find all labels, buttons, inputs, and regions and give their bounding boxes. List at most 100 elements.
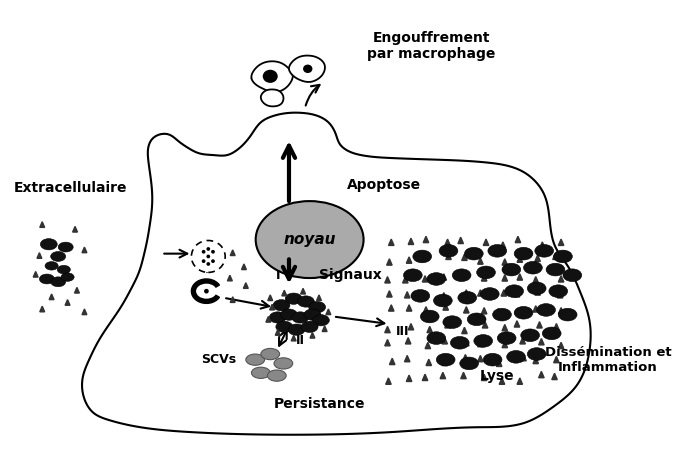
Polygon shape [441, 293, 447, 299]
Polygon shape [385, 326, 390, 333]
Polygon shape [461, 372, 466, 379]
Polygon shape [442, 337, 448, 344]
Ellipse shape [39, 274, 55, 284]
Ellipse shape [563, 269, 582, 281]
Polygon shape [386, 378, 391, 384]
Ellipse shape [404, 269, 422, 281]
Text: noyau: noyau [283, 232, 336, 247]
Polygon shape [446, 253, 451, 260]
Ellipse shape [303, 65, 313, 73]
Polygon shape [423, 276, 428, 282]
Polygon shape [65, 300, 70, 305]
Polygon shape [421, 255, 426, 261]
Polygon shape [517, 274, 522, 280]
Polygon shape [426, 359, 431, 365]
Polygon shape [481, 374, 487, 381]
Ellipse shape [464, 247, 483, 260]
Polygon shape [558, 343, 564, 349]
Polygon shape [495, 308, 501, 315]
Polygon shape [406, 257, 412, 263]
Ellipse shape [51, 277, 65, 287]
Ellipse shape [505, 285, 524, 297]
Ellipse shape [524, 261, 543, 274]
Ellipse shape [211, 250, 215, 254]
Polygon shape [478, 341, 483, 347]
Ellipse shape [534, 245, 553, 257]
Ellipse shape [211, 259, 215, 263]
Polygon shape [497, 360, 502, 366]
Ellipse shape [527, 348, 546, 360]
Polygon shape [535, 289, 541, 295]
Ellipse shape [558, 308, 577, 321]
Polygon shape [37, 253, 42, 258]
Ellipse shape [273, 300, 290, 311]
Polygon shape [517, 256, 522, 262]
Ellipse shape [246, 354, 265, 365]
Polygon shape [251, 62, 293, 92]
Ellipse shape [421, 310, 439, 323]
Polygon shape [553, 356, 559, 363]
Polygon shape [40, 222, 44, 227]
Polygon shape [462, 355, 468, 361]
Polygon shape [231, 250, 235, 255]
Ellipse shape [58, 242, 73, 252]
Ellipse shape [206, 262, 210, 266]
Text: II: II [296, 335, 305, 347]
Ellipse shape [274, 358, 293, 369]
Ellipse shape [450, 336, 469, 349]
Ellipse shape [553, 250, 572, 263]
Polygon shape [291, 335, 296, 341]
Polygon shape [75, 288, 80, 293]
Polygon shape [406, 305, 412, 311]
Ellipse shape [474, 335, 493, 347]
Ellipse shape [452, 269, 471, 281]
Ellipse shape [514, 247, 533, 260]
Polygon shape [461, 273, 466, 279]
Ellipse shape [301, 321, 318, 332]
Ellipse shape [45, 261, 58, 270]
Polygon shape [266, 316, 271, 322]
Polygon shape [481, 275, 487, 281]
Ellipse shape [411, 289, 430, 302]
Polygon shape [243, 283, 248, 288]
Ellipse shape [439, 245, 458, 257]
Ellipse shape [313, 315, 330, 326]
Polygon shape [261, 89, 284, 106]
Ellipse shape [521, 329, 539, 342]
Polygon shape [458, 237, 464, 244]
Polygon shape [282, 290, 286, 296]
Polygon shape [533, 306, 539, 312]
Polygon shape [540, 242, 545, 248]
Polygon shape [82, 309, 87, 315]
Ellipse shape [467, 313, 486, 326]
Polygon shape [385, 340, 390, 346]
Ellipse shape [514, 307, 533, 319]
Ellipse shape [191, 240, 225, 273]
Ellipse shape [477, 266, 495, 279]
Polygon shape [535, 255, 541, 261]
Polygon shape [227, 275, 233, 281]
Polygon shape [557, 292, 563, 298]
Text: Lyse: Lyse [480, 369, 514, 383]
Ellipse shape [527, 282, 546, 295]
Ellipse shape [507, 350, 526, 363]
Polygon shape [553, 323, 559, 330]
Text: Apoptose: Apoptose [347, 178, 421, 192]
Polygon shape [478, 258, 483, 264]
Text: SCVs: SCVs [202, 353, 237, 366]
Ellipse shape [493, 308, 512, 321]
Polygon shape [502, 275, 508, 281]
Polygon shape [402, 277, 408, 283]
Polygon shape [464, 290, 469, 296]
Text: Persistance: Persistance [273, 397, 365, 411]
Ellipse shape [268, 370, 286, 381]
Polygon shape [241, 264, 247, 270]
Text: Signaux: Signaux [319, 268, 381, 282]
Polygon shape [443, 304, 448, 310]
Polygon shape [385, 277, 390, 283]
Ellipse shape [280, 309, 297, 320]
Ellipse shape [433, 294, 452, 307]
Polygon shape [558, 308, 564, 314]
Polygon shape [423, 374, 428, 381]
Text: Dissémination et
Inflammation: Dissémination et Inflammation [545, 346, 671, 374]
